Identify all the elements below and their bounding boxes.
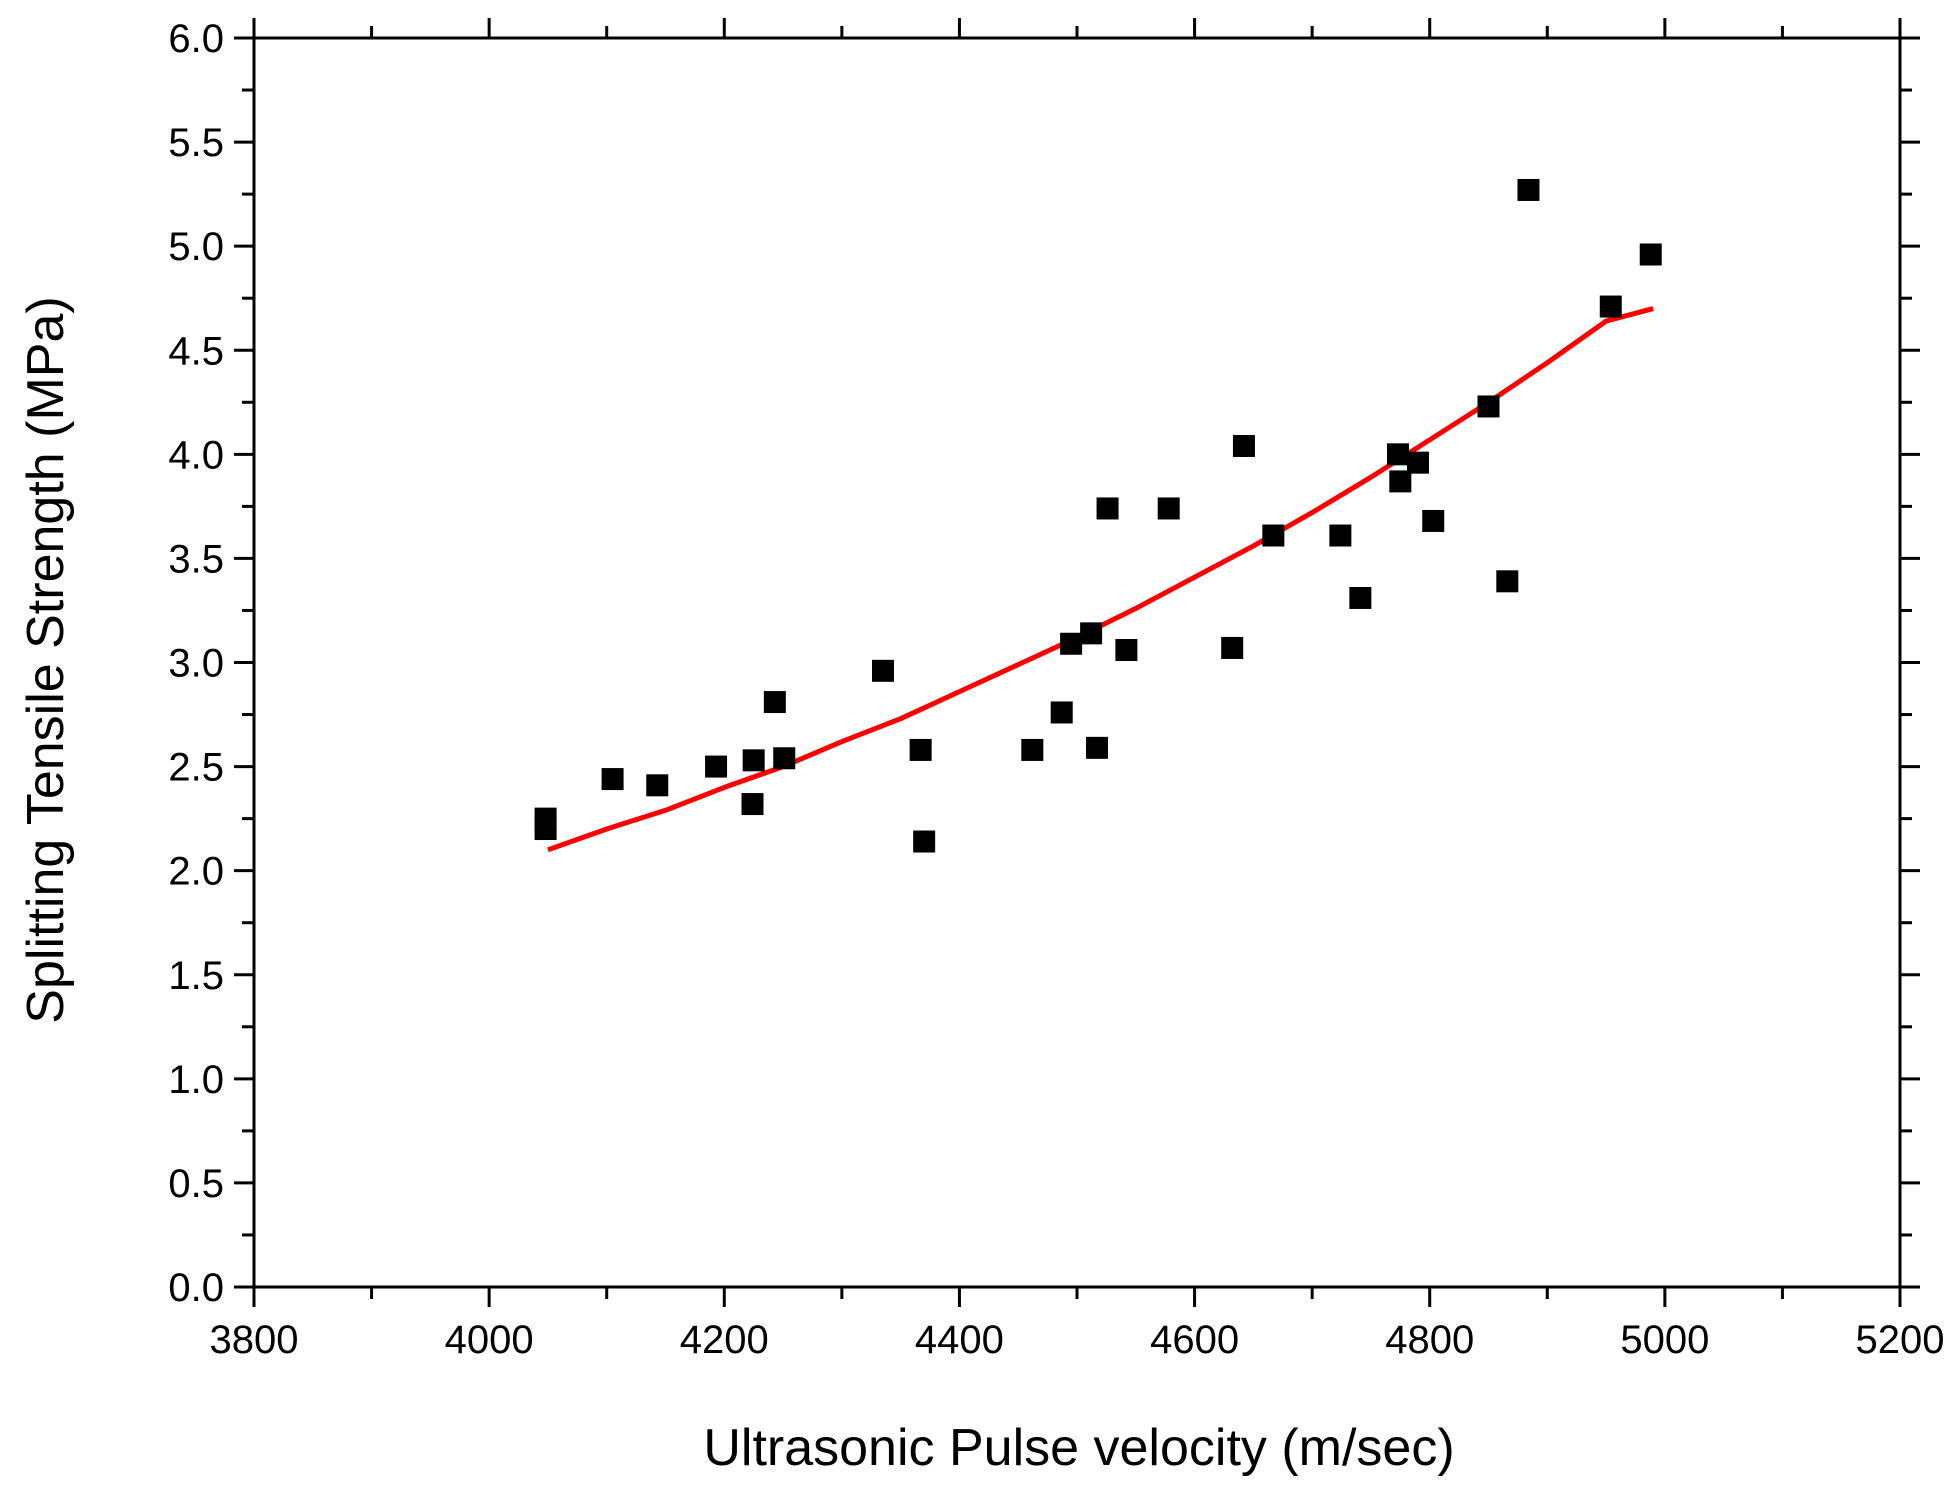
data-point [1517, 178, 1540, 201]
data-point [1599, 295, 1622, 318]
axes: 3800 4000 4200 4400 4600 4800 5000 5200 0.0 0.5 1.… [168, 17, 1944, 1362]
data-point [1157, 497, 1180, 520]
y-tick-label: 3.5 [168, 537, 224, 581]
x-tick-label: 5200 [1856, 1318, 1945, 1362]
y-tick-label: 4.0 [168, 433, 224, 477]
plot-frame [252, 36, 1902, 1289]
y-tick-label: 2.5 [168, 746, 224, 790]
data-point [1262, 524, 1285, 547]
data-point [1060, 632, 1083, 655]
data-point [741, 793, 764, 816]
data-point [1422, 509, 1445, 532]
data-point [872, 659, 895, 682]
y-tick-label: 0.5 [168, 1162, 224, 1206]
data-point [1349, 586, 1372, 609]
x-tick-label: 4200 [680, 1318, 769, 1362]
data-point [1232, 435, 1255, 458]
plot-area [534, 178, 1662, 853]
data-point [742, 749, 765, 772]
data-point [1389, 470, 1412, 493]
y-tick-label: 3.0 [168, 642, 224, 686]
data-point [1477, 395, 1500, 418]
x-tick-label: 5000 [1620, 1318, 1709, 1362]
data-point [1221, 636, 1244, 659]
y-tick-label: 2.0 [168, 850, 224, 894]
y-tick-label: 5.5 [168, 121, 224, 165]
x-tick-label: 4600 [1150, 1318, 1239, 1362]
data-point [1021, 738, 1044, 761]
x-tick-label: 4400 [915, 1318, 1004, 1362]
data-point [763, 691, 786, 714]
y-tick-label: 0.0 [168, 1266, 224, 1310]
data-point [1080, 622, 1103, 645]
y-tick-label: 6.0 [168, 17, 224, 61]
data-point [1639, 243, 1662, 266]
data-point [705, 755, 728, 778]
data-point [1115, 639, 1138, 662]
axis-labels: Ultrasonic Pulse velocity (m/sec) Splitt… [17, 296, 1455, 1477]
y-axis-title: Splitting Tensile Strength (MPa) [17, 296, 75, 1023]
y-tick-label: 1.5 [168, 954, 224, 998]
data-point [1096, 497, 1119, 520]
data-point [913, 830, 936, 853]
data-point [1496, 570, 1519, 593]
data-point [1085, 736, 1108, 759]
x-tick-label: 4800 [1385, 1318, 1474, 1362]
data-point [534, 818, 557, 841]
x-tick-label: 4000 [445, 1318, 534, 1362]
data-point [646, 774, 669, 797]
data-point [1050, 701, 1073, 724]
y-tick-label: 1.0 [168, 1058, 224, 1102]
data-point [1329, 524, 1352, 547]
data-point [1386, 443, 1409, 466]
x-axis-title: Ultrasonic Pulse velocity (m/sec) [703, 1419, 1454, 1477]
data-point [909, 738, 932, 761]
data-point [773, 747, 796, 770]
data-point [601, 768, 624, 791]
y-tick-label: 5.0 [168, 225, 224, 269]
y-tick-label: 4.5 [168, 329, 224, 373]
x-tick-label: 3800 [210, 1318, 299, 1362]
data-point [1406, 451, 1429, 474]
